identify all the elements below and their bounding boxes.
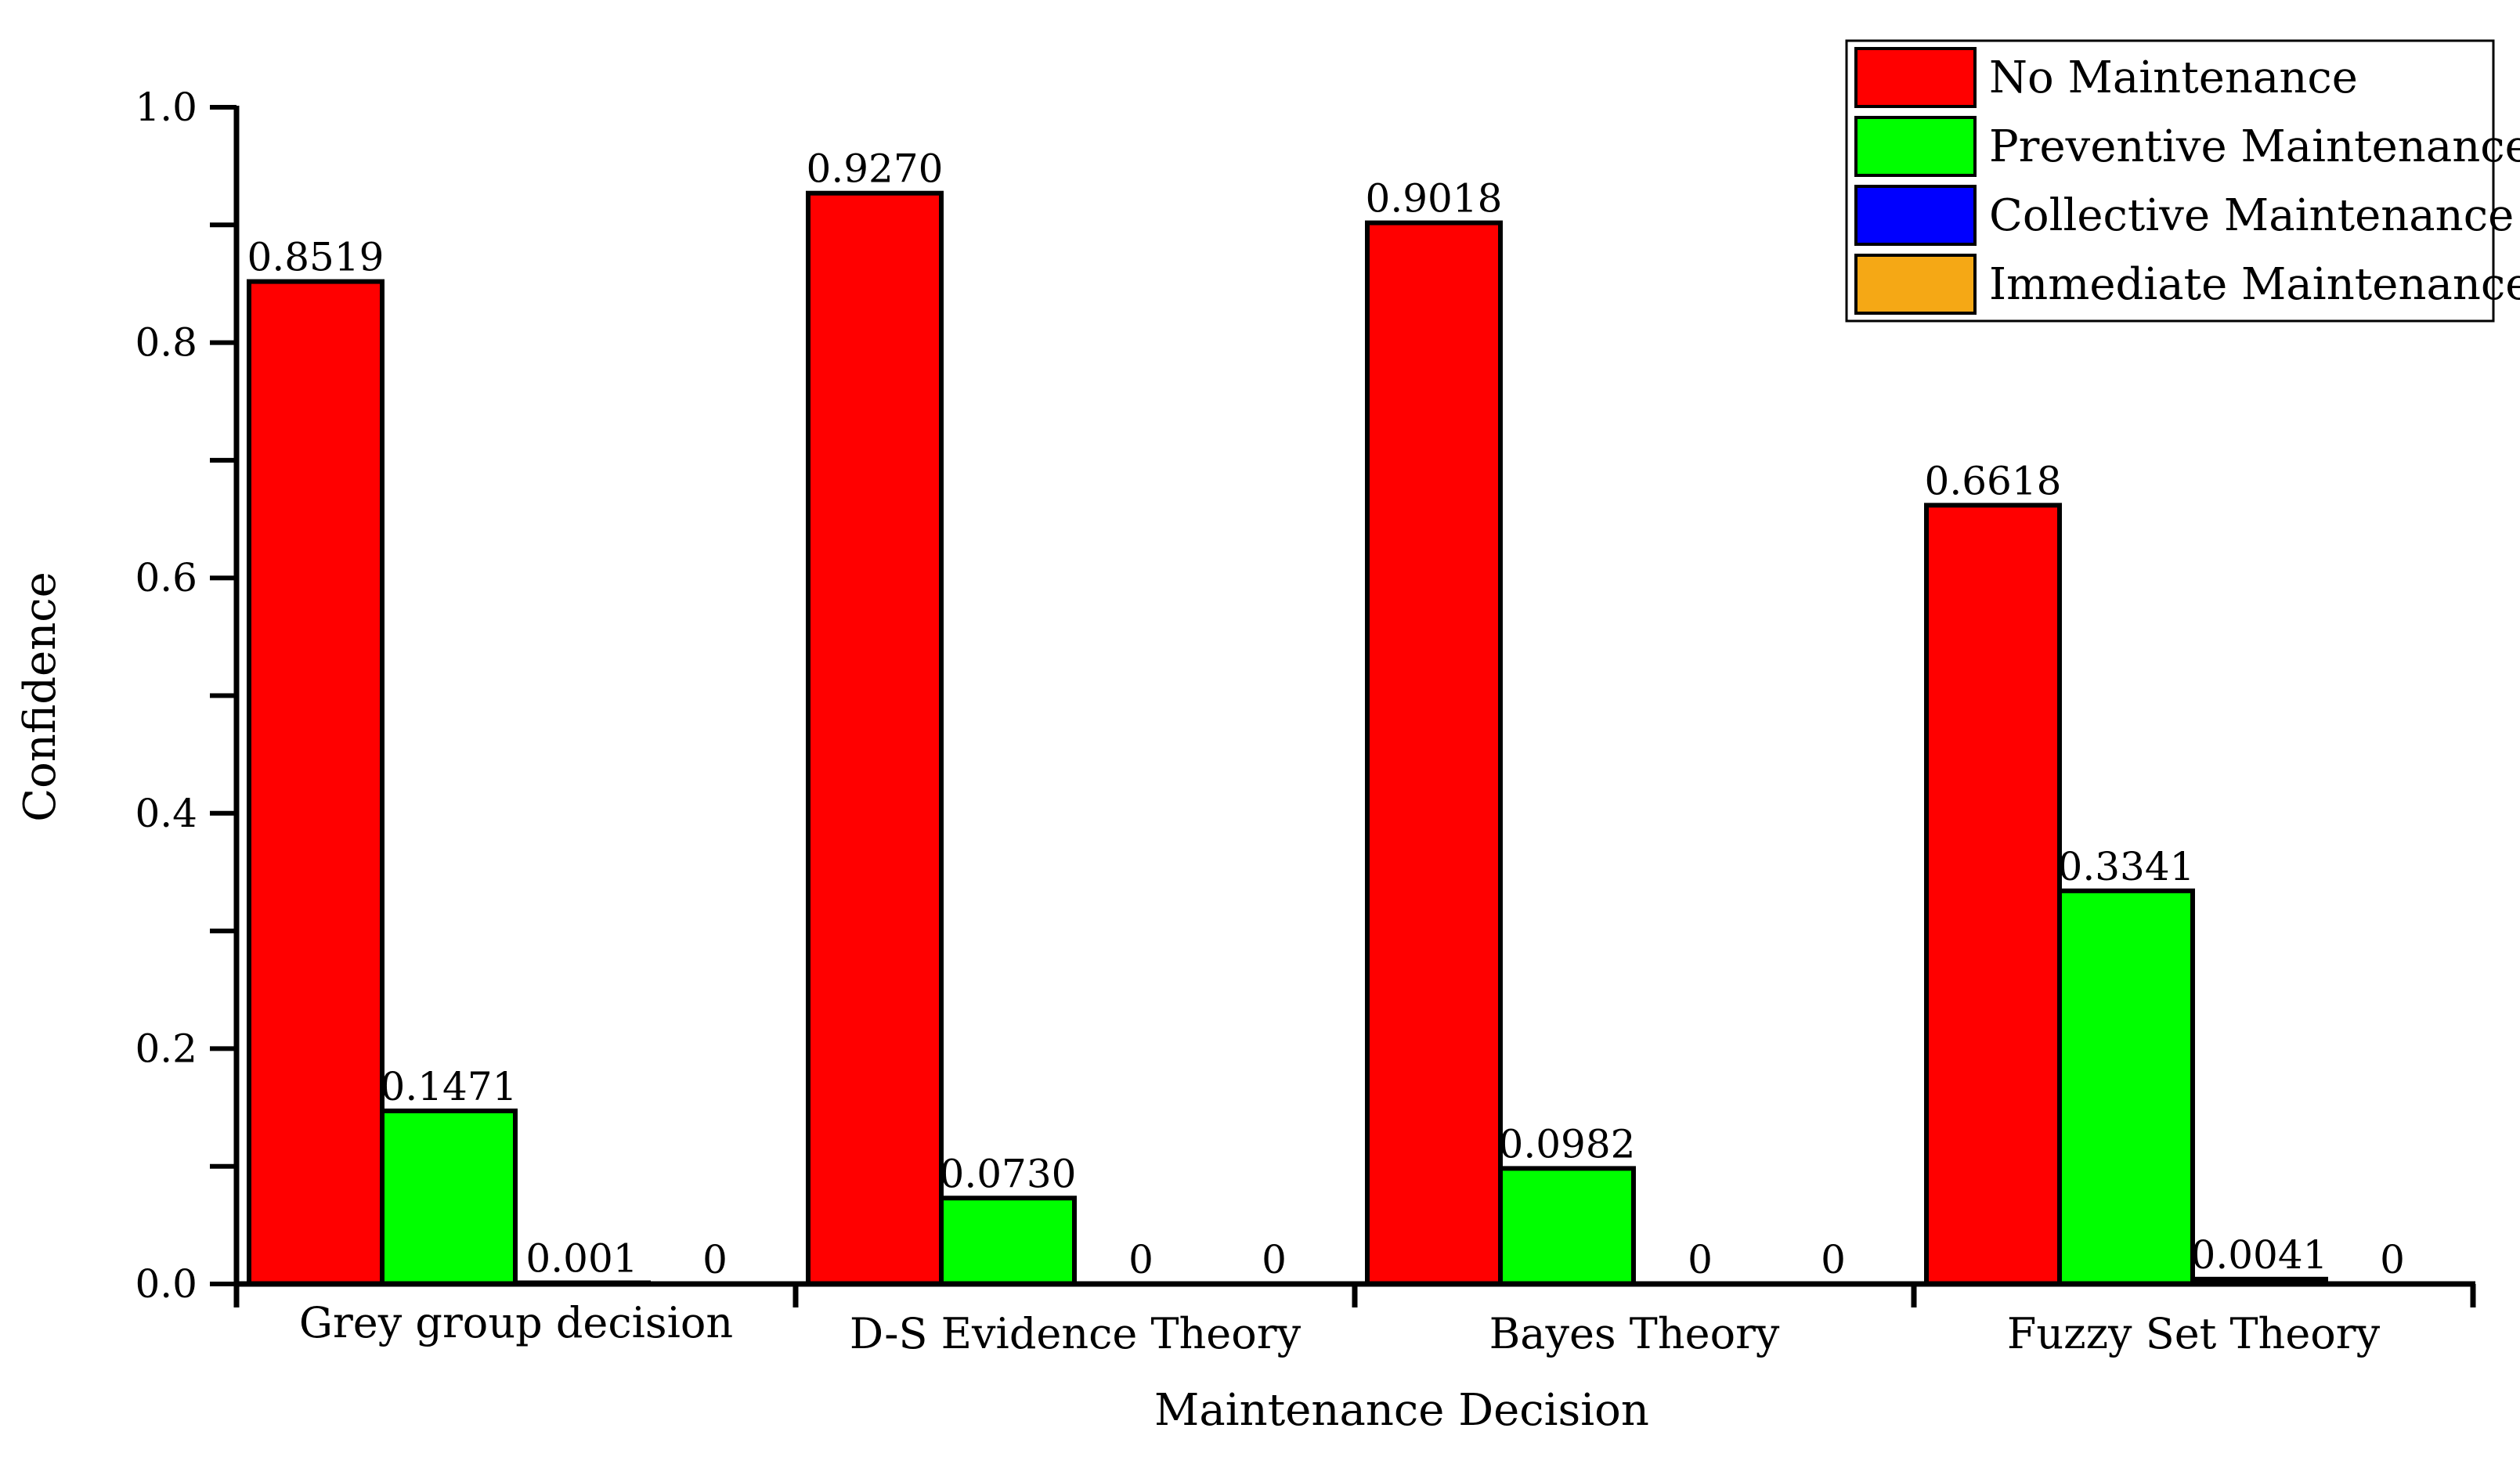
data-label-1-3: 0.9018 [1366,176,1503,222]
bar-2-2 [939,1196,1077,1287]
legend-swatch-1 [1854,47,1977,108]
bar-1-3 [1365,220,1503,1286]
data-label-4-2: 0 [1262,1237,1287,1282]
legend-swatch-3 [1854,185,1977,246]
bar-1-1 [247,279,384,1286]
y-axis-title: Confidence [15,572,66,822]
y-tick-label-5: 0.8 [135,320,197,366]
x-tick-label-2: D-S Evidence Theory [850,1309,1302,1358]
data-label-2-1: 0.1471 [381,1064,518,1109]
x-tick-label-1: Grey group decision [299,1298,733,1347]
x-tick-label-4: Fuzzy Set Theory [2007,1309,2381,1358]
data-label-2-4: 0.3341 [2058,844,2195,889]
y-tick-label-2: 0.2 [135,1026,197,1071]
bar-2-1 [380,1108,518,1286]
data-label-1-4: 0.6618 [1925,458,2062,503]
data-label-3-2: 0 [1128,1237,1153,1282]
data-label-3-4: 0.0041 [2191,1232,2328,1278]
bar-2-3 [1498,1166,1636,1286]
bars-layer [247,190,2328,1287]
axes-layer [210,105,2476,1307]
data-label-2-3: 0.0982 [1499,1121,1636,1167]
data-label-4-1: 0 [702,1237,727,1282]
legend-swatch-2 [1854,116,1977,177]
legend: No Maintenance Preventive Maintenance Coll… [1845,39,2520,323]
legend-label-2: Preventive Maintenance [1989,121,2520,172]
bar-1-2 [806,190,944,1286]
y-tick-label-1: 0.0 [135,1261,197,1307]
labels-layer: 0.8519 0.1471 0.001 0 Grey group decision 0.9… [135,85,2404,1358]
data-label-4-3: 0 [1821,1237,1846,1282]
x-tick-label-3: Bayes Theory [1489,1309,1780,1358]
data-label-1-2: 0.9270 [807,146,944,192]
x-axis-title: Maintenance Decision [1154,1385,1649,1436]
y-tick-label-4: 0.6 [135,555,197,600]
legend-swatch-4 [1854,254,1977,315]
legend-label-3: Collective Maintenance [1989,190,2514,241]
data-label-3-1: 0.001 [525,1235,637,1281]
legend-label-1: No Maintenance [1989,52,2358,103]
data-label-1-1: 0.8519 [247,235,384,280]
data-label-2-2: 0.0730 [940,1151,1077,1196]
bar-1-4 [1924,503,2062,1286]
bar-2-4 [2057,888,2195,1286]
data-label-4-4: 0 [2380,1237,2405,1282]
y-tick-label-3: 0.4 [135,791,197,836]
data-label-3-3: 0 [1688,1237,1713,1282]
legend-label-4: Immediate Maintenance [1989,259,2520,310]
y-tick-label-6: 1.0 [135,85,197,130]
